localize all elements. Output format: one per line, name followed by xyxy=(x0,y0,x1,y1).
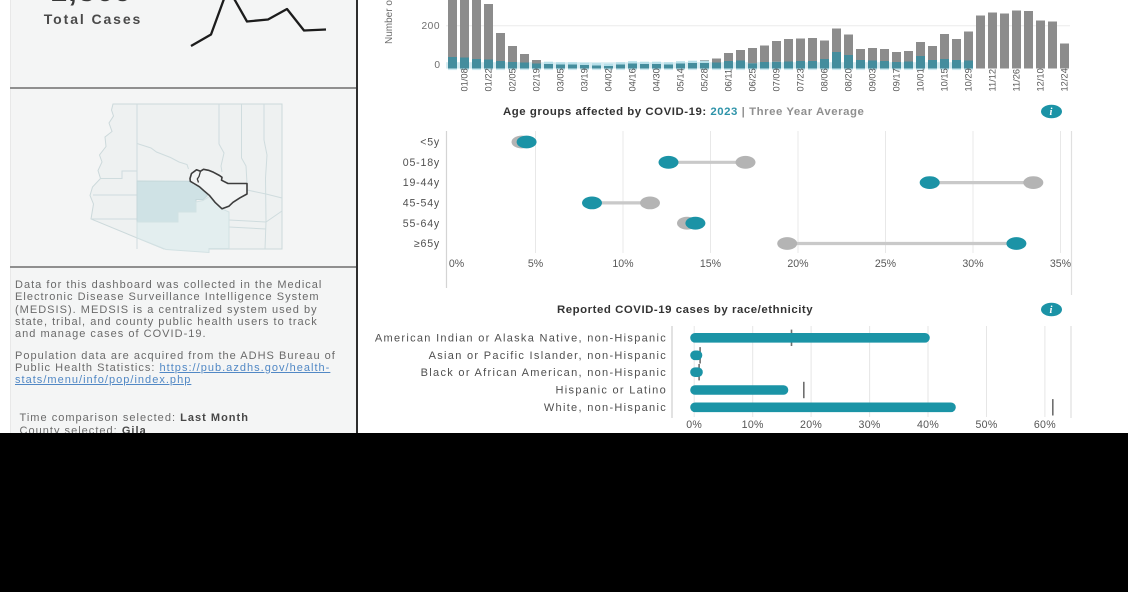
svg-text:30%: 30% xyxy=(962,258,984,270)
svg-text:04/30: 04/30 xyxy=(652,68,662,91)
svg-text:Hispanic or Latino: Hispanic or Latino xyxy=(556,385,667,397)
svg-text:Number of cases: Number of cases xyxy=(384,0,395,44)
svg-text:02/05: 02/05 xyxy=(508,68,518,91)
svg-text:≥65y: ≥65y xyxy=(414,238,440,250)
svg-text:10%: 10% xyxy=(742,419,764,431)
svg-text:10/01: 10/01 xyxy=(916,68,926,91)
svg-text:07/23: 07/23 xyxy=(796,68,806,91)
svg-text:05/14: 05/14 xyxy=(676,68,686,91)
svg-text:03/19: 03/19 xyxy=(580,68,590,91)
svg-text:55-64y: 55-64y xyxy=(403,218,440,230)
svg-text:25%: 25% xyxy=(875,258,897,270)
svg-text:Asian or Pacific Islander, non: Asian or Pacific Islander, non-Hispanic xyxy=(429,350,667,362)
svg-text:Black or African American, non: Black or African American, non-Hispanic xyxy=(421,367,667,379)
svg-text:40%: 40% xyxy=(917,419,939,431)
svg-text:10%: 10% xyxy=(612,258,634,270)
svg-text:12/10: 12/10 xyxy=(1036,68,1046,91)
svg-text:08/06: 08/06 xyxy=(820,68,830,91)
svg-text:07/09: 07/09 xyxy=(772,68,782,91)
svg-text:11/12: 11/12 xyxy=(988,69,998,92)
svg-text:01/22: 01/22 xyxy=(484,68,494,91)
svg-text:09/03: 09/03 xyxy=(868,68,878,91)
svg-text:0: 0 xyxy=(434,60,440,71)
svg-text:45-54y: 45-54y xyxy=(403,198,440,210)
svg-text:10/29: 10/29 xyxy=(964,68,974,91)
svg-text:12/24: 12/24 xyxy=(1060,68,1070,91)
svg-text:02/19: 02/19 xyxy=(532,68,542,91)
svg-text:0%: 0% xyxy=(449,258,465,270)
svg-text:200: 200 xyxy=(422,21,441,32)
svg-text:06/25: 06/25 xyxy=(748,68,758,91)
svg-text:35%: 35% xyxy=(1050,258,1072,270)
svg-text:09/17: 09/17 xyxy=(892,68,902,91)
svg-text:06/11: 06/11 xyxy=(724,69,734,92)
svg-text:White, non-Hispanic: White, non-Hispanic xyxy=(544,402,667,414)
svg-text:<5y: <5y xyxy=(420,137,440,149)
svg-text:08/20: 08/20 xyxy=(844,68,854,91)
svg-text:20%: 20% xyxy=(800,419,822,431)
svg-text:20%: 20% xyxy=(787,258,809,270)
svg-text:30%: 30% xyxy=(859,419,881,431)
svg-text:5%: 5% xyxy=(528,258,544,270)
svg-text:60%: 60% xyxy=(1034,419,1056,431)
svg-text:i: i xyxy=(1050,107,1053,118)
svg-text:01/08: 01/08 xyxy=(460,68,470,91)
svg-text:50%: 50% xyxy=(975,419,997,431)
svg-text:05/28: 05/28 xyxy=(700,68,710,91)
svg-text:American Indian or Alaska Nati: American Indian or Alaska Native, non-Hi… xyxy=(375,333,667,345)
svg-text:19-44y: 19-44y xyxy=(403,177,440,189)
svg-text:03/05: 03/05 xyxy=(556,68,566,91)
svg-text:i: i xyxy=(1050,305,1053,316)
svg-text:04/16: 04/16 xyxy=(628,68,638,91)
svg-text:0%: 0% xyxy=(686,419,702,431)
svg-text:15%: 15% xyxy=(700,258,722,270)
svg-text:11/26: 11/26 xyxy=(1012,69,1022,92)
svg-text:05-18y: 05-18y xyxy=(403,157,440,169)
svg-text:04/02: 04/02 xyxy=(604,68,614,91)
svg-text:10/15: 10/15 xyxy=(940,68,950,91)
